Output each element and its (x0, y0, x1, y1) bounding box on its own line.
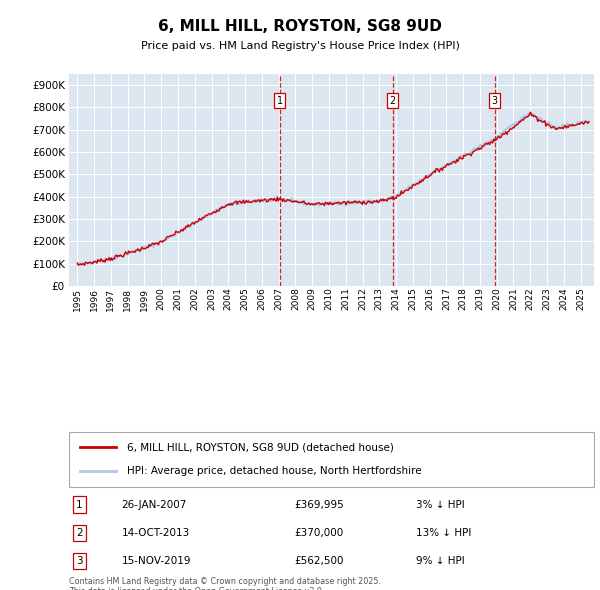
FancyBboxPatch shape (69, 432, 594, 487)
Text: HPI: Average price, detached house, North Hertfordshire: HPI: Average price, detached house, Nort… (127, 466, 421, 476)
Text: £562,500: £562,500 (295, 556, 344, 566)
Text: 26-JAN-2007: 26-JAN-2007 (121, 500, 187, 510)
Text: 13% ↓ HPI: 13% ↓ HPI (415, 527, 471, 537)
Text: £370,000: £370,000 (295, 527, 344, 537)
Text: 9% ↓ HPI: 9% ↓ HPI (415, 556, 464, 566)
Text: 3% ↓ HPI: 3% ↓ HPI (415, 500, 464, 510)
Text: 2: 2 (76, 527, 83, 537)
Text: 15-NOV-2019: 15-NOV-2019 (121, 556, 191, 566)
Text: 2: 2 (389, 96, 395, 106)
Text: 14-OCT-2013: 14-OCT-2013 (121, 527, 190, 537)
Text: 6, MILL HILL, ROYSTON, SG8 9UD: 6, MILL HILL, ROYSTON, SG8 9UD (158, 19, 442, 34)
Text: 3: 3 (76, 556, 83, 566)
Text: £369,995: £369,995 (295, 500, 344, 510)
Text: 1: 1 (76, 500, 83, 510)
Text: 6, MILL HILL, ROYSTON, SG8 9UD (detached house): 6, MILL HILL, ROYSTON, SG8 9UD (detached… (127, 442, 394, 453)
Text: 3: 3 (491, 96, 498, 106)
Text: 1: 1 (277, 96, 283, 106)
Text: Contains HM Land Registry data © Crown copyright and database right 2025.
This d: Contains HM Land Registry data © Crown c… (69, 577, 381, 590)
Text: Price paid vs. HM Land Registry's House Price Index (HPI): Price paid vs. HM Land Registry's House … (140, 41, 460, 51)
